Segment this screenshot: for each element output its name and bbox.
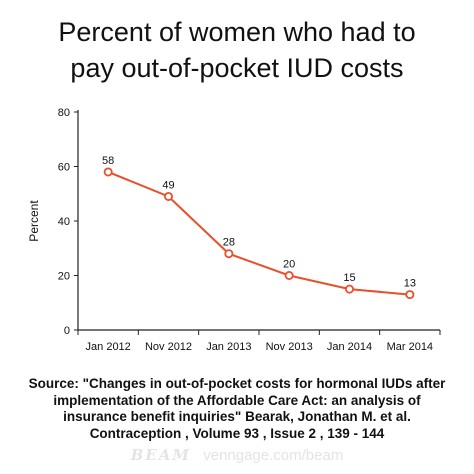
source-line-4: Contraception , Volume 93 , Issue 2 , 13… [89,425,385,441]
data-point [344,284,354,294]
series-line [107,171,410,296]
data-label: 20 [283,259,295,271]
x-tick-label: Nov 2012 [145,341,192,353]
chart-title: Percent of women who had to pay out-of-p… [0,14,474,86]
source-citation: Source: "Changes in out-of-pocket costs … [10,376,464,442]
source-line-2: implementation of the Affordable Care Ac… [53,392,421,408]
x-tick-label: Nov 2013 [266,341,313,353]
data-label: 49 [162,179,174,191]
data-point [224,249,234,259]
data-label: 13 [404,278,416,290]
data-label: 28 [223,237,235,249]
y-tick-label: 0 [64,325,70,337]
data-point [284,270,294,280]
x-tick-label: Jan 2014 [327,341,372,353]
y-tick-label: 20 [58,271,70,283]
x-tick-label: Mar 2014 [387,341,433,353]
y-tick-label: 80 [58,107,70,119]
y-tick-label: 60 [58,162,70,174]
footer-watermark: BEAM venngage.com/beam [0,446,474,464]
data-point [163,191,173,201]
source-line-1: Source: "Changes in out-of-pocket costs … [28,376,446,391]
title-line-2: pay out-of-pocket IUD costs [70,53,404,83]
x-tick-label: Jan 2012 [86,341,131,353]
y-tick-label: 40 [58,216,70,228]
title-line-1: Percent of women who had to [58,17,416,47]
data-label: 15 [343,272,355,284]
data-point [103,167,113,177]
data-label: 58 [102,155,114,167]
footer-site: venngage.com/beam [203,447,344,464]
data-point [405,290,415,300]
y-axis-label: Percent [27,200,41,242]
footer-brand: BEAM [130,446,192,464]
source-line-3: insurance benefit inquiries" Bearak, Jon… [63,409,411,424]
x-tick-label: Jan 2013 [206,341,251,353]
